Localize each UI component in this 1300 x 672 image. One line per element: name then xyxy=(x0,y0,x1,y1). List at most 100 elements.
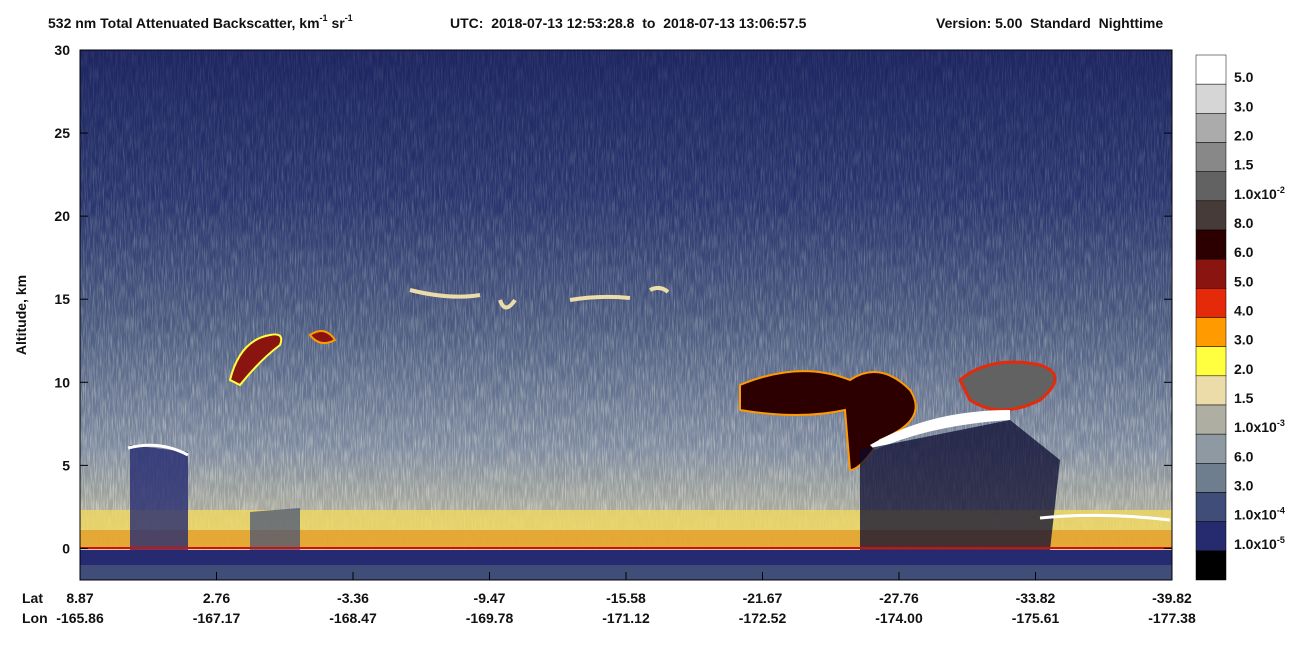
cloud-top xyxy=(127,443,189,457)
colorbar-swatch xyxy=(1195,142,1227,172)
colorbar-swatch xyxy=(1195,171,1227,202)
colorbar-label-text: 1.5 xyxy=(1234,390,1254,406)
y-tick-label: 30 xyxy=(54,42,70,58)
y-tick-label: 10 xyxy=(54,374,70,390)
colorbar-label: 2.0 xyxy=(1234,128,1254,144)
colorbar-swatch xyxy=(1195,317,1227,347)
colorbar-label: 1.0x10-4 xyxy=(1234,506,1285,523)
x-tick-label: -39.82 xyxy=(1152,590,1192,606)
x-tick-label: -3.36 xyxy=(337,590,369,606)
colorbar-label-text: 4.0 xyxy=(1234,303,1254,319)
x-tick-label: -167.17 xyxy=(193,610,241,626)
colorbar-label-text: 1.0x10 xyxy=(1234,536,1277,552)
colorbar-label-text: 5.0 xyxy=(1234,273,1254,289)
y-tick-label: 0 xyxy=(62,540,70,556)
colorbar-label: 8.0 xyxy=(1234,215,1254,231)
x-tick-label: -27.76 xyxy=(879,590,919,606)
colorbar-label: 1.0x10-2 xyxy=(1234,185,1285,202)
colorbar-swatch xyxy=(1195,521,1227,552)
y-tick-label: 5 xyxy=(62,457,70,473)
colorbar-label-exponent: -2 xyxy=(1277,185,1285,195)
colorbar-swatch xyxy=(1195,258,1227,289)
colorbar-label-text: 2.0 xyxy=(1234,128,1254,144)
colorbar-label: 1.5 xyxy=(1234,157,1254,173)
y-axis-label: Altitude, km xyxy=(13,275,29,355)
x-tick-label: -168.47 xyxy=(329,610,377,626)
colorbar-label-text: 3.0 xyxy=(1234,478,1254,494)
colorbar-swatch xyxy=(1195,346,1227,377)
colorbar-swatch xyxy=(1195,463,1227,493)
backscatter-curtain xyxy=(80,50,1172,580)
colorbar-label-text: 6.0 xyxy=(1234,244,1254,260)
colorbar-swatch xyxy=(1195,288,1227,318)
cloud-shadow xyxy=(250,508,300,550)
x-tick-label: 2.76 xyxy=(203,590,230,606)
colorbar-label: 3.0 xyxy=(1234,478,1254,494)
colorbar-swatch xyxy=(1195,113,1227,143)
x-tick-label: -171.12 xyxy=(602,610,650,626)
colorbar: 5.03.02.01.51.0x10-28.06.05.04.03.02.01.… xyxy=(1195,54,1285,581)
x-tick-label: -169.78 xyxy=(466,610,514,626)
x-tick-label: -174.00 xyxy=(875,610,923,626)
colorbar-label: 3.0 xyxy=(1234,332,1254,348)
colorbar-swatch xyxy=(1195,404,1227,435)
colorbar-label-text: 1.5 xyxy=(1234,157,1254,173)
colorbar-label: 1.5 xyxy=(1234,390,1254,406)
y-tick-label: 20 xyxy=(54,208,70,224)
colorbar-label: 6.0 xyxy=(1234,244,1254,260)
colorbar-label: 4.0 xyxy=(1234,303,1254,319)
y-tick-label: 25 xyxy=(54,125,70,141)
cirrus xyxy=(409,285,670,310)
colorbar-label-text: 2.0 xyxy=(1234,361,1254,377)
title-superscript: -1 xyxy=(345,13,353,23)
colorbar-label-exponent: -3 xyxy=(1277,418,1285,428)
colorbar-swatch xyxy=(1195,492,1227,522)
cloud-top xyxy=(870,410,1010,450)
colorbar-label: 2.0 xyxy=(1234,361,1254,377)
title-text: sr xyxy=(328,15,346,31)
x-tick-label: -33.82 xyxy=(1016,590,1056,606)
cloud-top xyxy=(1039,513,1171,522)
colorbar-label: 1.0x10-5 xyxy=(1234,535,1285,552)
title-superscript: -1 xyxy=(320,13,328,23)
colorbar-swatch xyxy=(1195,229,1227,260)
cloud xyxy=(308,330,337,345)
x-tick-label: -177.38 xyxy=(1148,610,1196,626)
colorbar-swatch xyxy=(1195,375,1227,406)
colorbar-swatch xyxy=(1195,433,1227,464)
colorbar-label: 5.0 xyxy=(1234,69,1254,85)
cloud-shadow xyxy=(860,420,1060,550)
x-tick-label: -21.67 xyxy=(743,590,783,606)
x-tick-label: -175.61 xyxy=(1012,610,1060,626)
version: Version: 5.00 Standard Nighttime xyxy=(936,15,1163,31)
cloud-shadow xyxy=(130,445,188,550)
colorbar-label-text: 3.0 xyxy=(1234,98,1254,114)
x-tick-label: 8.87 xyxy=(66,590,93,606)
colorbar-label-text: 1.0x10 xyxy=(1234,419,1277,435)
colorbar-label: 3.0 xyxy=(1234,98,1254,114)
colorbar-label-text: 1.0x10 xyxy=(1234,186,1277,202)
colorbar-swatch xyxy=(1195,200,1227,231)
x-tick-label: -9.47 xyxy=(474,590,506,606)
x-tick-label: -165.86 xyxy=(56,610,104,626)
colorbar-label-text: 3.0 xyxy=(1234,332,1254,348)
x-tick-label: -172.52 xyxy=(739,610,787,626)
x-row-label: Lat xyxy=(22,590,43,606)
colorbar-label-text: 1.0x10 xyxy=(1234,507,1277,523)
colorbar-label: 1.0x10-3 xyxy=(1234,418,1285,435)
colorbar-label-text: 6.0 xyxy=(1234,448,1254,464)
utc-range: UTC: 2018-07-13 12:53:28.8 to 2018-07-13… xyxy=(450,15,807,31)
colorbar-label-text: 5.0 xyxy=(1234,69,1254,85)
colorbar-label-exponent: -4 xyxy=(1277,506,1285,516)
colorbar-label-text: 8.0 xyxy=(1234,215,1254,231)
colorbar-swatch xyxy=(1195,54,1227,85)
colorbar-label: 6.0 xyxy=(1234,448,1254,464)
y-tick-label: 15 xyxy=(54,291,70,307)
x-tick-label: -15.58 xyxy=(606,590,646,606)
colorbar-swatch xyxy=(1195,83,1227,114)
colorbar-label-exponent: -5 xyxy=(1277,535,1285,545)
cloud xyxy=(228,333,283,387)
chart-title: 532 nm Total Attenuated Backscatter, km-… xyxy=(48,13,353,31)
